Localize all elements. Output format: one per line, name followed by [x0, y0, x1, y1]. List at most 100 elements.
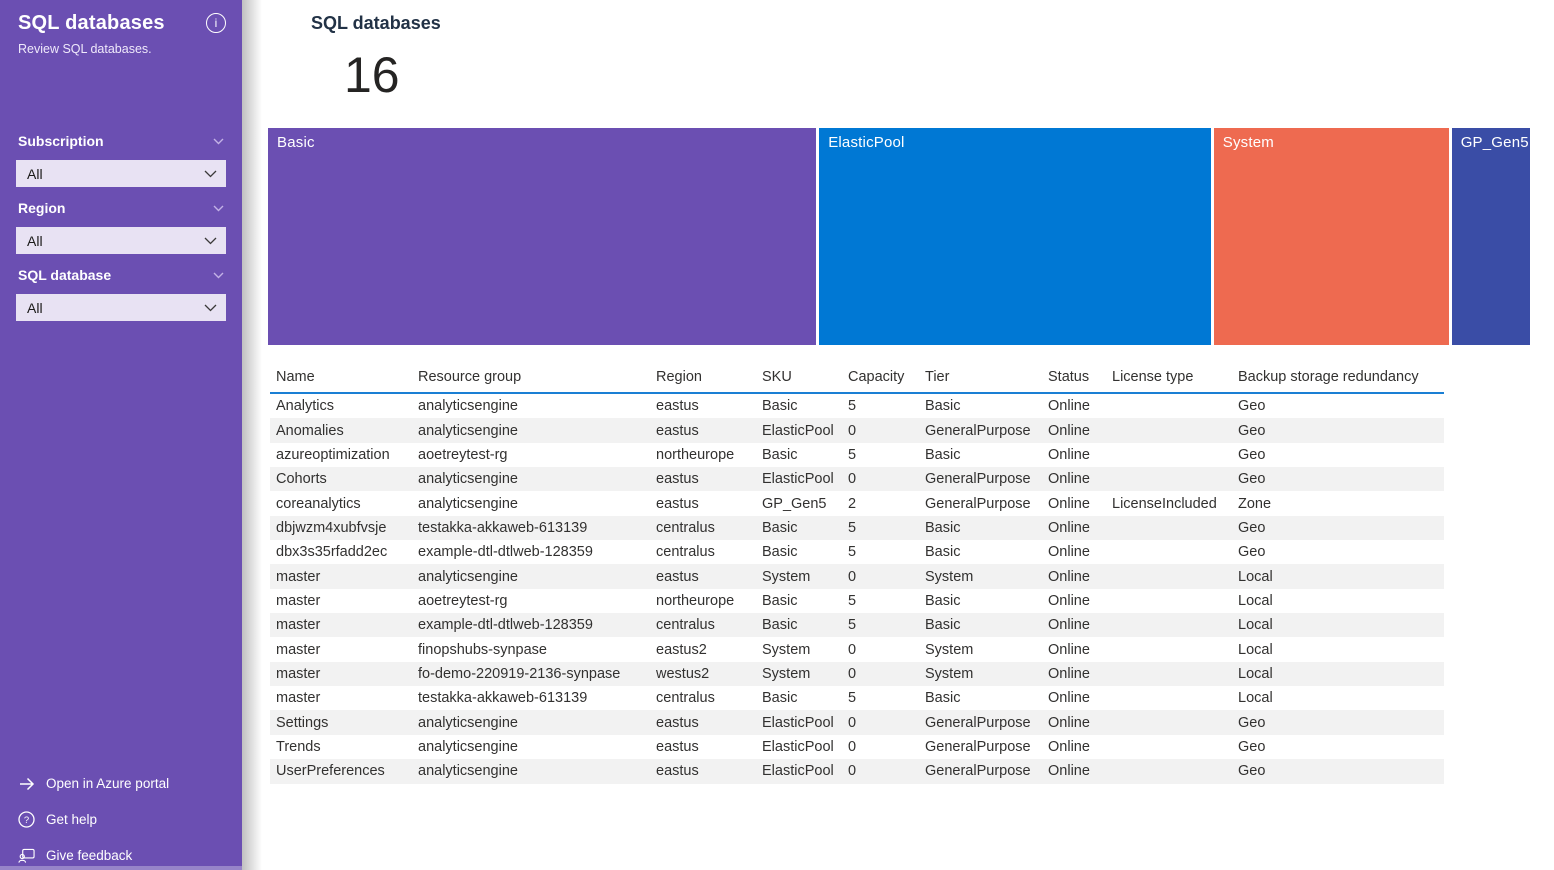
sidebar-subtitle: Review SQL databases. [18, 42, 152, 56]
open-in-azure-portal-label: Open in Azure portal [46, 776, 170, 791]
column-header[interactable]: Resource group [418, 369, 522, 385]
sidebar-shadow [242, 0, 262, 870]
table-cell: Basic [762, 544, 798, 561]
table-row[interactable]: Settings analyticsengine eastus ElasticPool… [270, 710, 1444, 735]
table-cell: master [276, 592, 321, 609]
table-row[interactable]: master testakka-akkaweb-613139 centralus Ba… [270, 686, 1444, 710]
table-row[interactable]: master analyticsengine eastus System 0 System… [270, 564, 1444, 589]
subscription-dropdown-value: All [27, 165, 43, 182]
table-row[interactable]: Anomalies analyticsengine eastus ElasticPoo… [270, 418, 1444, 443]
table-cell: finopshubs-synpase [418, 641, 547, 658]
chevron-down-icon [204, 237, 217, 245]
column-header[interactable]: Backup storage redundancy [1238, 369, 1419, 385]
table-cell: ElasticPool [762, 738, 834, 755]
table-cell: master [276, 568, 321, 585]
table-cell: ElasticPool [762, 763, 834, 780]
treemap-segment-elasticpool[interactable]: ElasticPool [819, 128, 1211, 345]
table-cell: Online [1048, 763, 1090, 780]
table-cell: Online [1048, 617, 1090, 634]
table-cell: Geo [1238, 714, 1266, 731]
main-content: SQL databases 16 Basic ElasticPool System G… [262, 0, 1554, 870]
table-cell: centralus [656, 617, 715, 634]
table-cell: northeurope [656, 446, 735, 463]
table-cell: Online [1048, 446, 1090, 463]
sidebar-scrollbar[interactable] [0, 866, 242, 870]
region-dropdown[interactable]: All [16, 227, 226, 254]
column-header[interactable]: License type [1112, 369, 1194, 385]
table-row[interactable]: dbx3s35rfadd2ec example-dtl-dtlweb-128359… [270, 540, 1444, 564]
treemap-segment-gp_gen5[interactable]: GP_Gen5 [1451, 128, 1530, 345]
treemap: Basic ElasticPool System GP_Gen5 [268, 128, 1530, 345]
table-cell: UserPreferences [276, 763, 385, 780]
table-row[interactable]: UserPreferences analyticsengine eastus Elas… [270, 759, 1444, 784]
get-help-link[interactable]: ? Get help [18, 811, 169, 828]
table-cell: Analytics [276, 398, 335, 415]
table-cell: GeneralPurpose [925, 763, 1031, 780]
table-row[interactable]: master example-dtl-dtlweb-128359 centralus… [270, 613, 1444, 638]
table-cell: 5 [848, 519, 857, 536]
table-cell: example-dtl-dtlweb-128359 [418, 544, 593, 561]
table-cell: eastus [656, 738, 699, 755]
table-cell: 5 [848, 690, 857, 707]
table-cell: GeneralPurpose [925, 471, 1031, 488]
table-cell: 5 [848, 592, 857, 609]
column-header[interactable]: Status [1048, 369, 1090, 385]
column-header[interactable]: Tier [925, 369, 950, 385]
table-cell: 0 [848, 763, 857, 780]
table-cell: System [925, 568, 974, 585]
table-cell: System [762, 665, 811, 682]
sql-database-dropdown[interactable]: All [16, 294, 226, 321]
table-cell: 0 [848, 641, 857, 658]
give-feedback-link[interactable]: Give feedback [18, 847, 169, 864]
table-cell: westus2 [656, 665, 710, 682]
table-cell: Online [1048, 568, 1090, 585]
table-cell: analyticsengine [418, 714, 518, 731]
table-cell: Online [1048, 471, 1090, 488]
subscription-dropdown[interactable]: All [16, 160, 226, 187]
table-row[interactable]: master finopshubs-synpase eastus2 System 0 Sy… [270, 637, 1444, 661]
table-cell: 0 [848, 568, 857, 585]
table-cell: Online [1048, 519, 1090, 536]
column-header[interactable]: Capacity [848, 369, 905, 385]
table-row[interactable]: master aoetreytest-rg northeurope Basic 5 Bas… [270, 589, 1444, 613]
table-cell: eastus2 [656, 641, 707, 658]
treemap-segment-basic[interactable]: Basic [268, 128, 817, 345]
table-cell: Basic [762, 398, 798, 415]
treemap-segment-system[interactable]: System [1213, 128, 1449, 345]
table-cell: Online [1048, 398, 1090, 415]
column-header[interactable]: SKU [762, 369, 792, 385]
filter-region: Region All [16, 200, 226, 254]
chevron-down-icon[interactable] [213, 272, 224, 279]
table-cell: fo-demo-220919-2136-synpase [418, 665, 621, 682]
open-in-azure-portal-link[interactable]: Open in Azure portal [18, 775, 169, 792]
table-cell: LicenseIncluded [1112, 495, 1217, 512]
table-cell: Online [1048, 544, 1090, 561]
column-header[interactable]: Name [276, 369, 315, 385]
treemap-segment-label: ElasticPool [828, 134, 905, 151]
table-cell: analyticsengine [418, 763, 518, 780]
table-cell: Basic [925, 592, 961, 609]
filter-subscription: Subscription All [16, 133, 226, 187]
table-row[interactable]: dbjwzm4xubfvsje testakka-akkaweb-613139 ce… [270, 515, 1444, 541]
table-cell: 0 [848, 471, 857, 488]
info-icon[interactable]: i [206, 13, 226, 33]
table-cell: Geo [1238, 519, 1266, 536]
column-header[interactable]: Region [656, 369, 702, 385]
table-cell: Online [1048, 641, 1090, 658]
table-row[interactable]: Cohorts analyticsengine eastus ElasticPool 0… [270, 467, 1444, 492]
table-cell: Online [1048, 495, 1090, 512]
table-cell: testakka-akkaweb-613139 [418, 519, 588, 536]
chevron-down-icon[interactable] [213, 205, 224, 212]
table-cell: Basic [762, 592, 798, 609]
table-row[interactable]: coreanalytics analyticsengine eastus GP_Gen… [270, 491, 1444, 515]
table-row[interactable]: master fo-demo-220919-2136-synpase westus2… [270, 661, 1444, 687]
chevron-down-icon[interactable] [213, 138, 224, 145]
table-cell: master [276, 665, 321, 682]
table-row[interactable]: azureoptimization aoetreytest-rg northeuro… [270, 443, 1444, 467]
table-cell: Local [1238, 592, 1273, 609]
table-cell: Zone [1238, 495, 1272, 512]
table-row[interactable]: Trends analyticsengine eastus ElasticPool 0 G… [270, 735, 1444, 759]
table-cell: dbjwzm4xubfvsje [276, 519, 387, 536]
sidebar: SQL databases i Review SQL databases. Su… [0, 0, 242, 870]
table-row[interactable]: Analytics analyticsengine eastus Basic 5 Basi… [270, 394, 1444, 418]
